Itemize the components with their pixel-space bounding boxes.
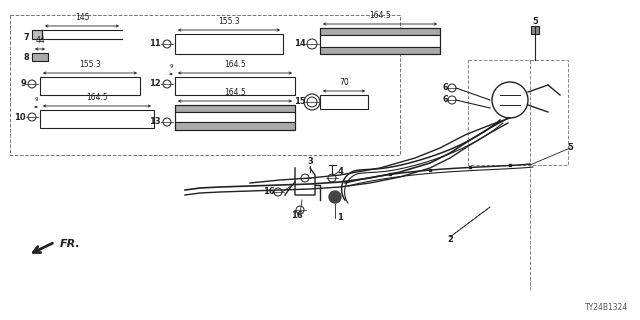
Text: 16: 16 (263, 188, 275, 196)
Text: 14: 14 (294, 39, 306, 49)
Text: 4: 4 (338, 167, 344, 177)
Text: 11: 11 (149, 39, 161, 49)
Text: 164.5: 164.5 (369, 11, 391, 20)
Bar (320, 35, 440, 47)
Text: 13: 13 (149, 117, 161, 126)
Text: 70: 70 (339, 78, 349, 87)
Bar (32, 30, 42, 39)
Text: 10: 10 (14, 113, 26, 122)
Text: 2: 2 (447, 236, 453, 244)
Bar (10, 15, 400, 155)
Bar (320, 95, 368, 109)
Bar (531, 26, 539, 34)
Bar (175, 112, 295, 122)
Bar (175, 77, 295, 95)
Text: 5: 5 (567, 143, 573, 153)
Text: TY24B1324: TY24B1324 (585, 303, 628, 312)
Text: 9: 9 (20, 79, 26, 89)
Text: 6: 6 (442, 95, 448, 105)
Text: 155.3: 155.3 (79, 60, 101, 69)
Text: 1: 1 (337, 213, 343, 222)
Bar (175, 105, 295, 112)
Bar (320, 28, 440, 35)
Bar (32, 53, 48, 61)
Text: 9: 9 (169, 64, 173, 69)
Text: FR.: FR. (60, 239, 81, 249)
Text: 164.5: 164.5 (224, 60, 246, 69)
Text: 145: 145 (75, 13, 89, 22)
Text: 9: 9 (35, 97, 38, 102)
Text: 164.5: 164.5 (224, 88, 246, 97)
Text: 155.3: 155.3 (218, 17, 240, 26)
Text: 7: 7 (23, 34, 29, 43)
Bar (175, 105, 295, 130)
Text: 12: 12 (149, 79, 161, 89)
Bar (175, 34, 283, 54)
Text: 16: 16 (291, 211, 303, 220)
Bar (320, 47, 440, 54)
Text: 44: 44 (35, 36, 45, 45)
Bar (468, 60, 568, 165)
Bar (320, 28, 440, 54)
Text: 3: 3 (307, 157, 313, 166)
Bar (40, 110, 154, 128)
Text: 15: 15 (294, 98, 306, 107)
Bar (40, 77, 140, 95)
Text: 6: 6 (442, 84, 448, 92)
Text: 164.5: 164.5 (86, 93, 108, 102)
Bar (175, 122, 295, 130)
Text: 5: 5 (532, 18, 538, 27)
Text: 8: 8 (23, 52, 29, 61)
Circle shape (329, 191, 341, 203)
